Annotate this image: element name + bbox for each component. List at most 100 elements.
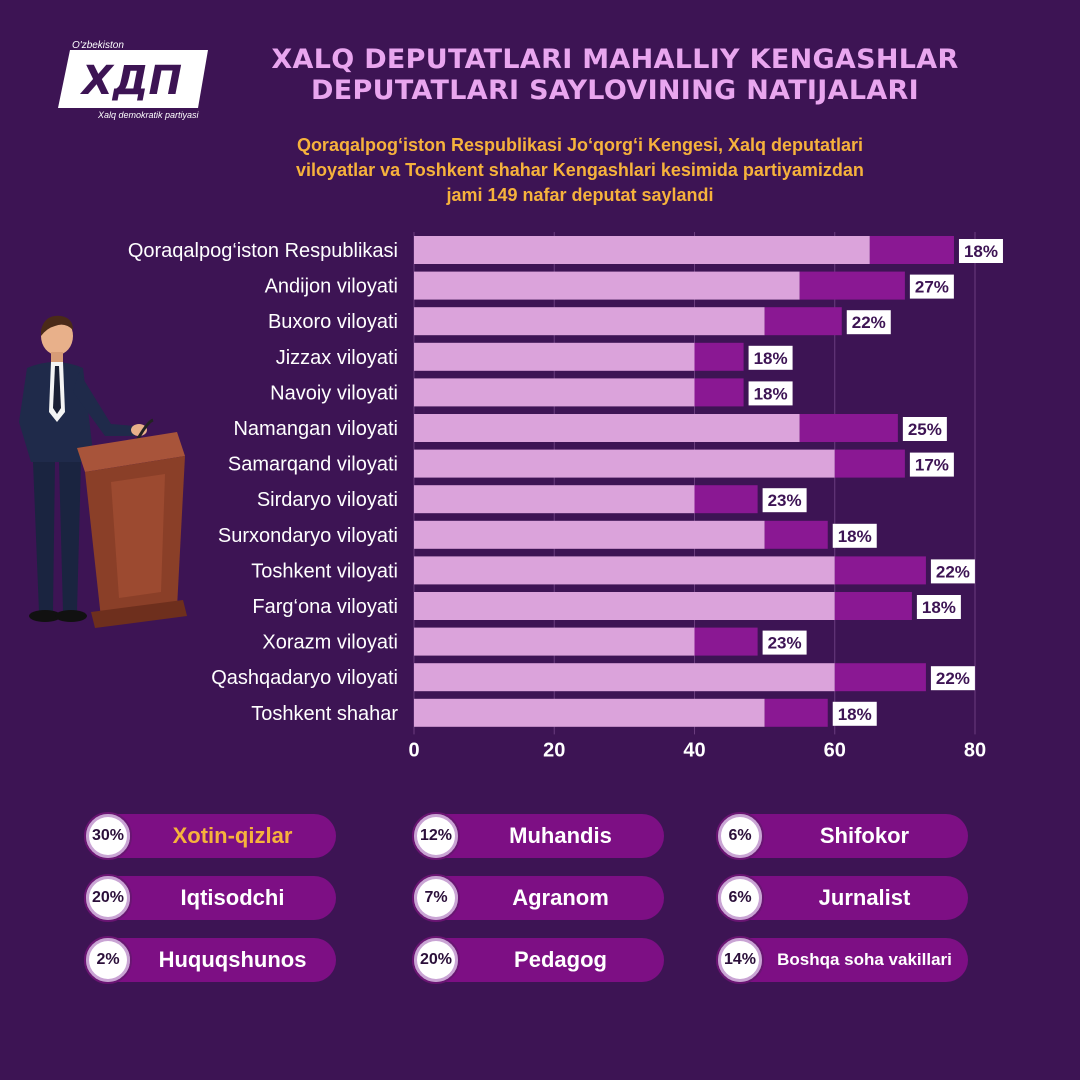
speaker-illustration <box>15 312 195 632</box>
data-label: 17% <box>915 456 949 475</box>
bar-base <box>414 592 835 620</box>
bar-segment <box>764 520 828 549</box>
bar-base <box>414 485 695 514</box>
category-label: Qashqadaryo viloyati <box>211 667 398 689</box>
bar-base <box>414 449 835 478</box>
x-axis-ticks: 0 20 40 60 80 <box>408 739 986 761</box>
data-label-box <box>958 239 1003 263</box>
logo-top-text: O'zbekiston <box>72 40 124 51</box>
bar-segment <box>694 485 758 514</box>
data-label-box <box>762 488 807 513</box>
bar-base <box>414 307 765 336</box>
bar-segment <box>764 698 828 727</box>
bars: 18% 27% 22% 18% 18% 25% 17% 23% 18% 22% 18% 23% 22% 1… <box>414 236 1003 727</box>
data-label: 18% <box>964 242 998 261</box>
pill-percent: 20% <box>412 936 460 984</box>
x-tick-label: 0 <box>408 739 419 761</box>
bar-segment <box>694 378 744 407</box>
profession-pill: 7% Agranom <box>412 874 664 922</box>
data-label: 22% <box>936 562 970 581</box>
pill-label: Huquqshunos <box>158 947 307 972</box>
x-tick-label: 20 <box>543 739 565 761</box>
pill-percent: 20% <box>84 874 132 922</box>
pill-percent: 30% <box>84 812 132 860</box>
profession-pill: 20% Pedagog <box>412 936 664 984</box>
category-label: Farg‘ona viloyati <box>252 596 398 618</box>
category-label: Samarqand viloyati <box>228 454 398 476</box>
bar-base <box>414 236 870 264</box>
bar-base <box>414 627 695 656</box>
title-line-2: DEPUTATLARI SAYLOVINING NATIJALARI <box>311 75 919 106</box>
bar-base <box>414 342 695 371</box>
category-label: Toshkent viloyati <box>251 560 398 582</box>
data-label-box <box>902 417 947 441</box>
bar-segment <box>834 449 905 478</box>
bar-segment <box>834 592 912 620</box>
data-label-box <box>930 666 975 691</box>
pill-label: Shifokor <box>819 823 910 848</box>
bar-segment <box>694 342 744 371</box>
category-label: Toshkent shahar <box>251 703 398 725</box>
subtitle-line-3: jami 149 nafar deputat saylandi <box>446 185 714 205</box>
bar-base <box>414 378 695 407</box>
category-label: Qoraqalpog‘iston Respublikasi <box>128 240 398 262</box>
data-label: 18% <box>838 527 872 546</box>
pill-percent: 6% <box>716 874 764 922</box>
data-label-box <box>748 345 793 370</box>
profession-pill: 20% Iqtisodchi <box>84 874 336 922</box>
category-label: Sirdaryo viloyati <box>257 489 398 511</box>
party-logo: O'zbekiston XДП Xalq demokratik partiyas… <box>50 40 210 120</box>
data-label: 22% <box>936 669 970 688</box>
data-label-box <box>762 630 807 655</box>
pill-label: Jurnalist <box>818 885 911 910</box>
data-label: 18% <box>754 349 788 368</box>
profession-pill: 30% Xotin-qizlar <box>84 812 336 860</box>
subtitle-line-2: viloyatlar va Toshkent shahar Kengashlar… <box>296 160 864 180</box>
title-line-1: XALQ DEPUTATLARI MAHALLIY KENGASHLAR <box>271 44 959 75</box>
pill-percent: 2% <box>84 936 132 984</box>
category-label: Andijon viloyati <box>265 276 398 298</box>
profession-pill: 14% Boshqa soha vakillari <box>716 936 968 984</box>
data-label: 22% <box>852 313 886 332</box>
bar-base <box>414 414 800 442</box>
data-label-box <box>748 381 793 406</box>
data-label: 23% <box>768 634 802 653</box>
bar-base <box>414 271 800 300</box>
bar-base <box>414 698 765 727</box>
bar-base <box>414 556 835 585</box>
data-label-box <box>909 274 954 299</box>
profession-pill: 6% Shifokor <box>716 812 968 860</box>
data-label: 25% <box>908 420 942 439</box>
category-label: Buxoro viloyati <box>268 311 398 333</box>
bar-base <box>414 663 835 692</box>
data-label: 27% <box>915 278 949 297</box>
profession-pill: 2% Huquqshunos <box>84 936 336 984</box>
data-label: 23% <box>768 491 802 510</box>
pill-percent: 12% <box>412 812 460 860</box>
bar-base <box>414 520 765 549</box>
subtitle-line-1: Qoraqalpog‘iston Respublikasi Jo‘qorg‘i … <box>296 135 864 155</box>
data-label-box <box>916 595 961 619</box>
pill-label: Boshqa soha vakillari <box>777 950 952 969</box>
x-tick-label: 80 <box>964 739 986 761</box>
x-tick-label: 40 <box>683 739 705 761</box>
bar-segment <box>869 236 954 264</box>
x-tick-label: 60 <box>824 739 846 761</box>
category-label: Namangan viloyati <box>233 418 398 440</box>
pill-percent: 7% <box>412 874 460 922</box>
category-label: Navoiy viloyati <box>270 382 398 404</box>
pill-percent: 14% <box>716 936 764 984</box>
bar-segment <box>834 556 926 585</box>
pill-label: Pedagog <box>514 947 607 972</box>
profession-pill: 12% Muhandis <box>412 812 664 860</box>
data-label: 18% <box>754 384 788 403</box>
data-label-box <box>832 523 877 548</box>
profession-pill: 6% Jurnalist <box>716 874 968 922</box>
data-label-box <box>846 310 891 335</box>
data-label-box <box>832 701 877 726</box>
bar-segment <box>799 271 905 300</box>
data-label: 18% <box>838 705 872 724</box>
logo-mark: XДП <box>79 58 182 104</box>
bar-segment <box>834 663 926 692</box>
pill-label: Iqtisodchi <box>180 885 285 910</box>
